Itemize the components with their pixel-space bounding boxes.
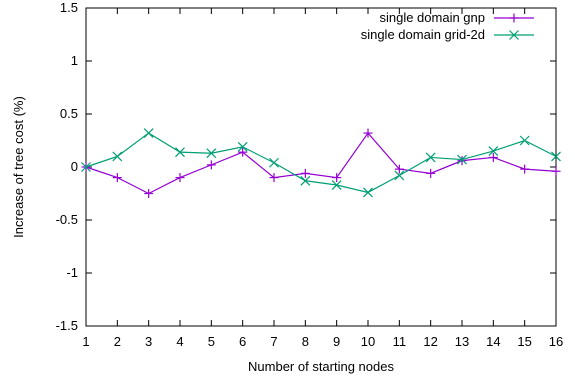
x-tick-label: 11 <box>393 334 407 349</box>
data-point <box>206 148 217 159</box>
plot-frame <box>85 7 557 327</box>
x-tick-label: 4 <box>176 334 183 349</box>
legend-marker <box>509 30 519 40</box>
data-point <box>269 157 279 168</box>
data-point <box>331 180 342 190</box>
x-tick-label: 8 <box>302 334 309 349</box>
data-point <box>206 160 216 170</box>
data-point <box>488 146 499 157</box>
data-point <box>175 173 185 183</box>
data-point <box>112 151 123 162</box>
x-axis-title: Number of starting nodes <box>248 359 394 374</box>
data-point <box>237 141 248 152</box>
data-point <box>457 154 467 165</box>
x-tick-label: 16 <box>549 334 563 349</box>
x-tick-label: 14 <box>486 334 500 349</box>
data-point <box>551 151 561 162</box>
x-tick-label: 2 <box>114 334 121 349</box>
data-point <box>144 189 154 198</box>
data-point <box>394 170 405 181</box>
x-tick-label: 12 <box>423 334 437 349</box>
series-1 <box>81 128 561 198</box>
legend-item: single domain grid-2d <box>361 27 534 42</box>
y-axis-title: Increase of tree cost (%) <box>11 96 26 238</box>
y-tick-label: -0.5 <box>56 212 78 227</box>
x-tick-label: 5 <box>208 334 215 349</box>
x-tick-label: 9 <box>333 334 340 349</box>
data-point <box>363 187 373 198</box>
data-point <box>363 128 373 138</box>
data-point <box>520 164 530 174</box>
y-tick-label: 0.5 <box>60 106 78 121</box>
x-tick-label: 13 <box>455 334 469 349</box>
data-point <box>300 168 310 178</box>
data-point <box>551 166 561 176</box>
data-point <box>425 152 436 163</box>
x-tick-label: 7 <box>270 334 277 349</box>
data-point <box>519 135 530 146</box>
series-layer <box>81 128 561 198</box>
data-point <box>81 162 91 172</box>
legend-label: single domain grid-2d <box>361 27 485 42</box>
data-point <box>238 147 248 157</box>
y-tick-label: -1 <box>66 265 78 280</box>
x-tick-label: 15 <box>517 334 531 349</box>
series-2 <box>81 128 561 198</box>
series-line <box>85 132 557 194</box>
y-tick-label: 0 <box>71 159 78 174</box>
data-point <box>457 156 467 166</box>
axis-ticks: -1.5-1-0.500.511.51 2 3 4 5 6 7 8 9 10 11 12 13 14 15 1… <box>56 0 564 349</box>
y-tick-label: -1.5 <box>56 318 78 333</box>
data-point <box>175 147 185 158</box>
data-point <box>143 128 154 139</box>
legend-item: single domain gnp <box>379 10 534 25</box>
data-point <box>269 173 279 183</box>
data-point <box>426 168 436 178</box>
x-tick-label: 10 <box>361 334 375 349</box>
legend: single domain gnp single domain grid-2d <box>361 10 534 42</box>
y-tick-label: 1 <box>71 53 78 68</box>
legend-label: single domain gnp <box>379 10 485 25</box>
y-tick-label: 1.5 <box>60 0 78 15</box>
data-point <box>300 175 311 186</box>
data-point <box>332 173 342 183</box>
data-point <box>488 152 498 162</box>
x-tick-label: 1 <box>82 334 89 349</box>
legend-marker <box>509 13 519 23</box>
x-tick-label: 6 <box>239 334 246 349</box>
series-line <box>85 132 557 195</box>
data-point <box>394 164 404 174</box>
data-point <box>112 173 122 183</box>
x-tick-label: 3 <box>145 334 152 349</box>
